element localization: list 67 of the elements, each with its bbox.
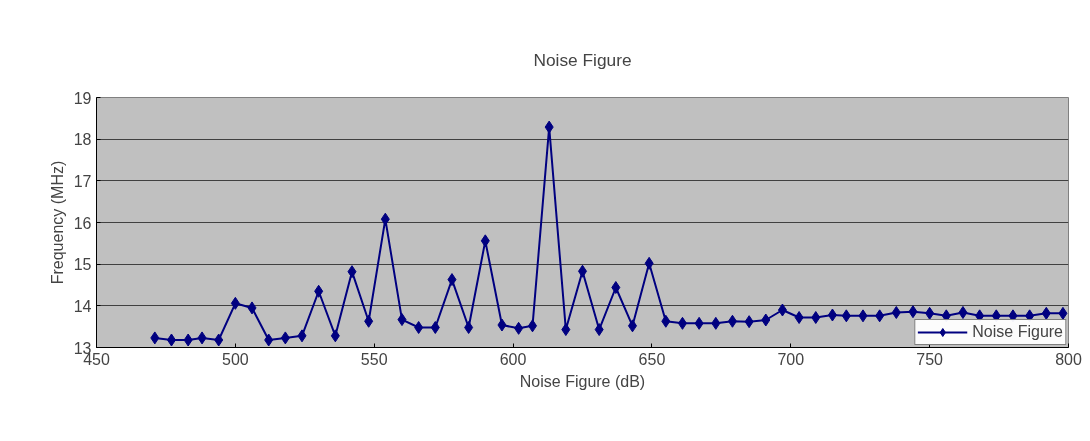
point — [330, 329, 340, 343]
point — [150, 331, 160, 345]
point — [811, 311, 821, 324]
point — [611, 281, 621, 294]
point — [414, 321, 424, 334]
point — [1041, 306, 1051, 320]
point — [875, 309, 885, 323]
point — [514, 321, 524, 335]
point — [166, 333, 176, 347]
point — [777, 303, 787, 317]
point — [711, 316, 721, 330]
point — [644, 256, 654, 270]
x-tick-label: 700 — [777, 350, 805, 368]
point — [264, 333, 274, 347]
x-axis-title: Noise Figure (dB) — [519, 372, 646, 390]
point — [480, 234, 490, 248]
point — [661, 314, 671, 328]
point — [197, 331, 207, 345]
point — [858, 309, 868, 323]
x-tick-label: 500 — [222, 350, 249, 368]
x-tick-label: 650 — [638, 350, 666, 368]
point — [627, 319, 637, 333]
point — [744, 315, 754, 329]
point — [430, 321, 440, 334]
point — [380, 212, 390, 226]
point — [497, 318, 507, 332]
point — [727, 314, 737, 328]
point — [397, 313, 407, 327]
x-tick-label: 750 — [916, 350, 944, 368]
point — [544, 120, 554, 134]
x-tick-label: 800 — [1055, 350, 1082, 368]
point — [183, 333, 193, 347]
point — [827, 308, 837, 322]
y-axis-title: Frequency (MHz) — [48, 160, 66, 285]
point — [958, 306, 968, 319]
point — [230, 296, 240, 310]
x-tick-label: 600 — [499, 350, 527, 368]
point — [447, 273, 457, 287]
legend-label: Noise Figure — [972, 323, 1063, 341]
point — [694, 316, 704, 330]
chart-title: Noise Figure — [533, 50, 632, 70]
point — [528, 319, 538, 333]
point — [280, 331, 290, 345]
point — [1058, 306, 1068, 320]
x-tick-label: 550 — [360, 350, 388, 368]
y-tick-label: 15 — [73, 256, 92, 274]
y-tick-label: 19 — [73, 89, 92, 107]
y-tick-label: 14 — [73, 297, 92, 315]
point — [347, 265, 357, 279]
point — [761, 313, 771, 327]
y-tick-label: 18 — [73, 131, 92, 149]
point — [464, 321, 474, 334]
point — [891, 306, 901, 319]
point — [314, 284, 324, 298]
point — [908, 305, 918, 319]
point — [794, 311, 804, 324]
point — [247, 301, 257, 315]
point — [297, 329, 307, 343]
point — [841, 309, 851, 323]
y-tick-label: 17 — [73, 172, 92, 190]
y-tick-label: 16 — [73, 214, 92, 232]
point — [561, 323, 571, 337]
point — [594, 323, 604, 337]
point — [364, 314, 374, 328]
point — [214, 333, 224, 347]
point — [677, 316, 687, 330]
point — [925, 306, 935, 320]
